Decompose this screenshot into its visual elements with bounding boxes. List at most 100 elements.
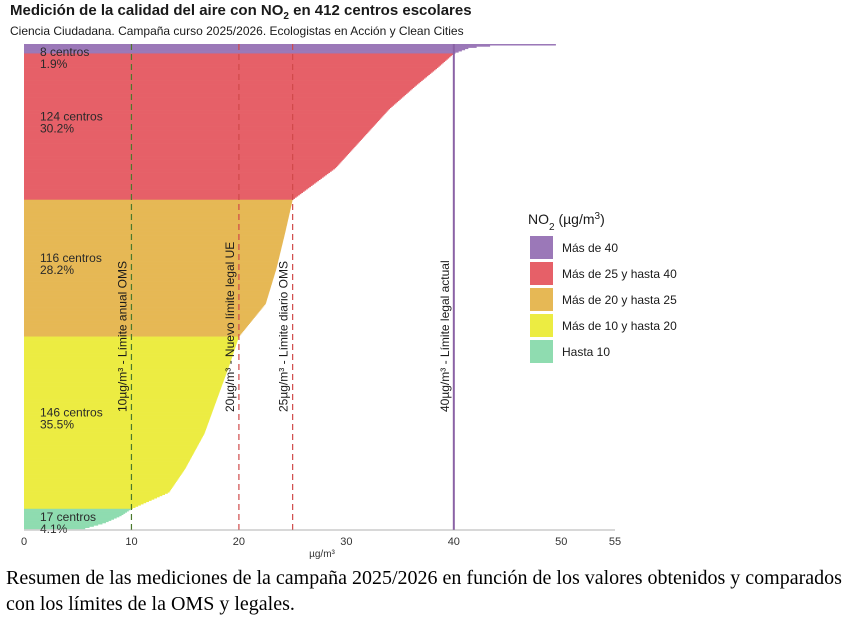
bar-yellow (24, 383, 223, 386)
x-tick-label: 50 (555, 536, 567, 548)
bar-yellow (24, 498, 155, 500)
bar-yellow (24, 367, 229, 369)
bar-red (24, 79, 423, 81)
bar-red (24, 182, 316, 184)
bar-purple (24, 52, 456, 54)
bar-orange (24, 334, 241, 336)
bar-yellow (24, 351, 234, 354)
bar-yellow (24, 445, 198, 447)
bar-yellow (24, 443, 199, 446)
bar-red (24, 159, 343, 162)
bar-yellow (24, 371, 227, 374)
bar-yellow (24, 391, 220, 394)
bar-orange (24, 199, 293, 202)
bar-red (24, 85, 416, 87)
bar-orange (24, 307, 263, 309)
bar-red (24, 158, 344, 160)
bar-red (24, 156, 346, 158)
bar-yellow (24, 427, 207, 429)
bar-orange (24, 311, 259, 314)
bar-red (24, 98, 401, 100)
bar-yellow (24, 468, 185, 471)
bar-red (24, 177, 323, 179)
bar-orange (24, 249, 281, 251)
bar-green (24, 519, 112, 521)
bar-yellow (24, 442, 200, 445)
bar-yellow (24, 458, 191, 460)
bar-yellow (24, 390, 220, 393)
bar-yellow (24, 376, 225, 379)
bar-orange (24, 259, 279, 262)
bar-orange (24, 251, 281, 254)
bar-yellow (24, 506, 136, 508)
bar-red (24, 193, 300, 196)
bar-yellow (24, 402, 216, 405)
bar-orange (24, 212, 290, 215)
bar-orange (24, 281, 273, 283)
bar-orange (24, 303, 266, 306)
bar-red (24, 67, 437, 70)
reference-line-label: 20µg/m³ - Nuevo límite legal UE (223, 242, 237, 412)
legend-label-purple: Más de 40 (562, 241, 618, 255)
bar-orange (24, 305, 264, 308)
bar-red (24, 136, 365, 138)
bar-orange (24, 244, 283, 247)
bar-orange (24, 258, 279, 261)
bar-yellow (24, 357, 232, 360)
bar-orange (24, 283, 272, 285)
bar-orange (24, 213, 290, 216)
bar-yellow (24, 373, 227, 375)
bar-red (24, 59, 447, 61)
bar-yellow (24, 463, 188, 466)
bar-orange (24, 223, 288, 225)
group-count-label: 17 centros (40, 510, 96, 524)
bar-yellow (24, 347, 236, 349)
bar-yellow (24, 453, 194, 455)
bar-yellow (24, 474, 181, 477)
bar-orange (24, 295, 269, 297)
bar-orange (24, 269, 276, 271)
bar-orange (24, 312, 258, 315)
bar-yellow (24, 413, 212, 415)
bar-orange (24, 276, 274, 278)
bar-orange (24, 242, 283, 244)
bar-red (24, 104, 395, 106)
bar-yellow (24, 487, 172, 490)
bar-orange (24, 304, 265, 307)
bar-yellow (24, 465, 187, 467)
reference-line-label: 10µg/m³ - Límite anual OMS (116, 261, 130, 412)
bar-orange (24, 261, 279, 263)
bar-orange (24, 228, 287, 230)
bar-red (24, 152, 350, 155)
bar-red (24, 184, 313, 186)
bar-green (24, 513, 124, 516)
bar-red (24, 86, 415, 88)
bar-orange (24, 202, 292, 204)
bar-yellow (24, 436, 203, 439)
bar-orange (24, 321, 251, 323)
bar-yellow (24, 433, 205, 435)
bar-red (24, 62, 443, 65)
bar-yellow (24, 482, 176, 485)
bar-orange (24, 318, 253, 321)
bar-red (24, 75, 427, 78)
bar-yellow (24, 379, 225, 381)
bar-purple (24, 44, 556, 46)
bar-orange (24, 225, 287, 228)
group-count-label: 8 centros (40, 45, 89, 59)
bar-yellow (24, 429, 206, 432)
legend-swatch-green (530, 340, 553, 363)
bar-red (24, 153, 348, 156)
bar-orange (24, 329, 245, 331)
bar-yellow (24, 437, 202, 440)
bar-yellow (24, 466, 187, 468)
bar-purple (24, 51, 459, 53)
bar-orange (24, 301, 267, 303)
bar-orange (24, 310, 260, 313)
bar-red (24, 71, 433, 73)
bar-green (24, 518, 114, 520)
bar-yellow (24, 384, 222, 387)
bar-orange (24, 200, 293, 203)
bar-red (24, 143, 358, 145)
